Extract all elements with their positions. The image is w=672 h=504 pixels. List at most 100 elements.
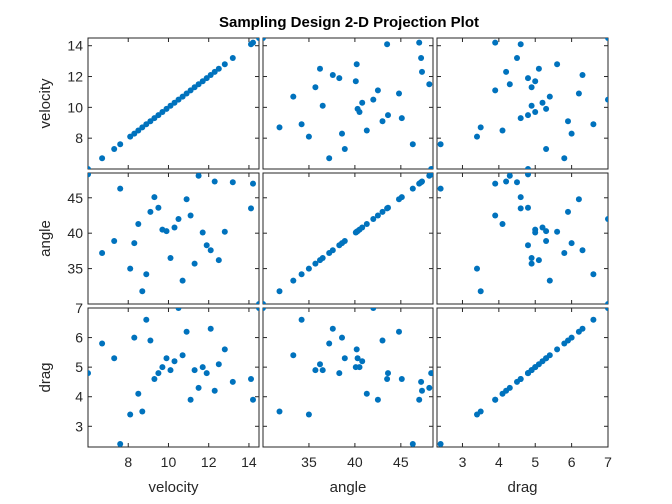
data-point (525, 242, 531, 249)
data-point (159, 364, 166, 371)
data-point (147, 337, 154, 344)
data-point (171, 358, 178, 365)
data-point (379, 337, 386, 344)
data-point (312, 260, 319, 267)
panel-velocity-vs-velocity (87, 37, 260, 170)
data-point (363, 390, 370, 397)
data-point (139, 408, 146, 415)
panel-angle-vs-angle (262, 172, 434, 305)
data-point (143, 316, 150, 323)
data-point (605, 216, 608, 222)
data-point (183, 196, 190, 203)
data-point (207, 247, 214, 254)
data-point (159, 109, 166, 115)
data-point (329, 72, 336, 78)
data-point (419, 387, 425, 394)
data-point (191, 260, 198, 267)
points-group (88, 308, 259, 447)
data-point (398, 376, 405, 382)
points-group (437, 38, 608, 169)
data-point (605, 38, 608, 41)
data-point (329, 247, 336, 254)
data-point (163, 228, 170, 235)
data-point (179, 352, 186, 359)
data-point (385, 112, 391, 119)
data-point (416, 180, 423, 187)
data-point (492, 212, 499, 219)
data-point (503, 178, 510, 185)
data-point (525, 173, 531, 178)
data-point (248, 205, 254, 212)
data-point (379, 208, 386, 215)
panel-drag-vs-velocity (87, 307, 260, 448)
data-point (370, 216, 377, 222)
data-point (276, 408, 283, 415)
data-point (492, 180, 499, 187)
data-point (305, 411, 312, 418)
data-point (419, 68, 425, 75)
data-point (492, 87, 499, 94)
x-tick-label: 5 (531, 454, 539, 470)
data-point (546, 93, 553, 100)
panel-velocity-vs-drag (436, 37, 609, 170)
data-point (229, 55, 236, 61)
data-point (339, 334, 345, 341)
data-point (428, 370, 433, 377)
data-point (426, 81, 433, 88)
data-point (426, 173, 433, 179)
x-tick-label: 4 (495, 454, 503, 470)
data-point (579, 325, 586, 332)
x-tick-label: 14 (241, 454, 257, 470)
y-tick-label: 45 (67, 190, 83, 206)
data-point (561, 250, 568, 256)
data-point (151, 194, 158, 201)
data-point (207, 325, 214, 332)
data-point (384, 376, 391, 382)
data-point (305, 265, 312, 272)
x-axis-label: drag (507, 479, 537, 496)
data-point (579, 72, 586, 78)
data-point (326, 155, 333, 162)
data-point (336, 75, 343, 82)
data-point (199, 229, 206, 236)
data-point (111, 238, 118, 244)
data-point (374, 396, 381, 403)
data-point (248, 376, 254, 382)
x-tick-label: 10 (161, 454, 177, 470)
data-point (561, 155, 568, 162)
data-point (329, 325, 336, 332)
panel-frame (87, 172, 260, 305)
y-tick-label: 12 (67, 69, 83, 85)
data-point (317, 361, 323, 368)
data-point (517, 376, 524, 382)
data-point (565, 337, 571, 344)
data-point (88, 166, 91, 169)
data-point (416, 39, 423, 46)
data-point (298, 271, 305, 278)
data-point (317, 65, 323, 72)
data-point (506, 173, 513, 179)
data-point (127, 411, 134, 418)
data-point (215, 361, 222, 368)
data-point (575, 90, 582, 97)
data-point (579, 247, 586, 254)
panel-frame (262, 37, 434, 170)
data-point (514, 55, 520, 61)
data-point (263, 301, 266, 304)
data-point (298, 316, 305, 323)
data-point (211, 178, 218, 185)
data-point (359, 99, 366, 106)
data-point (263, 38, 266, 41)
chart-title: Sampling Design 2-D Projection Plot (219, 14, 479, 31)
data-point (554, 61, 561, 68)
data-point (336, 242, 343, 249)
data-point (135, 221, 142, 227)
data-point (554, 228, 561, 235)
data-point (290, 352, 297, 359)
points-group (437, 308, 608, 447)
data-point (276, 124, 283, 131)
data-point (532, 78, 539, 85)
data-point (127, 133, 134, 140)
data-point (575, 196, 582, 203)
